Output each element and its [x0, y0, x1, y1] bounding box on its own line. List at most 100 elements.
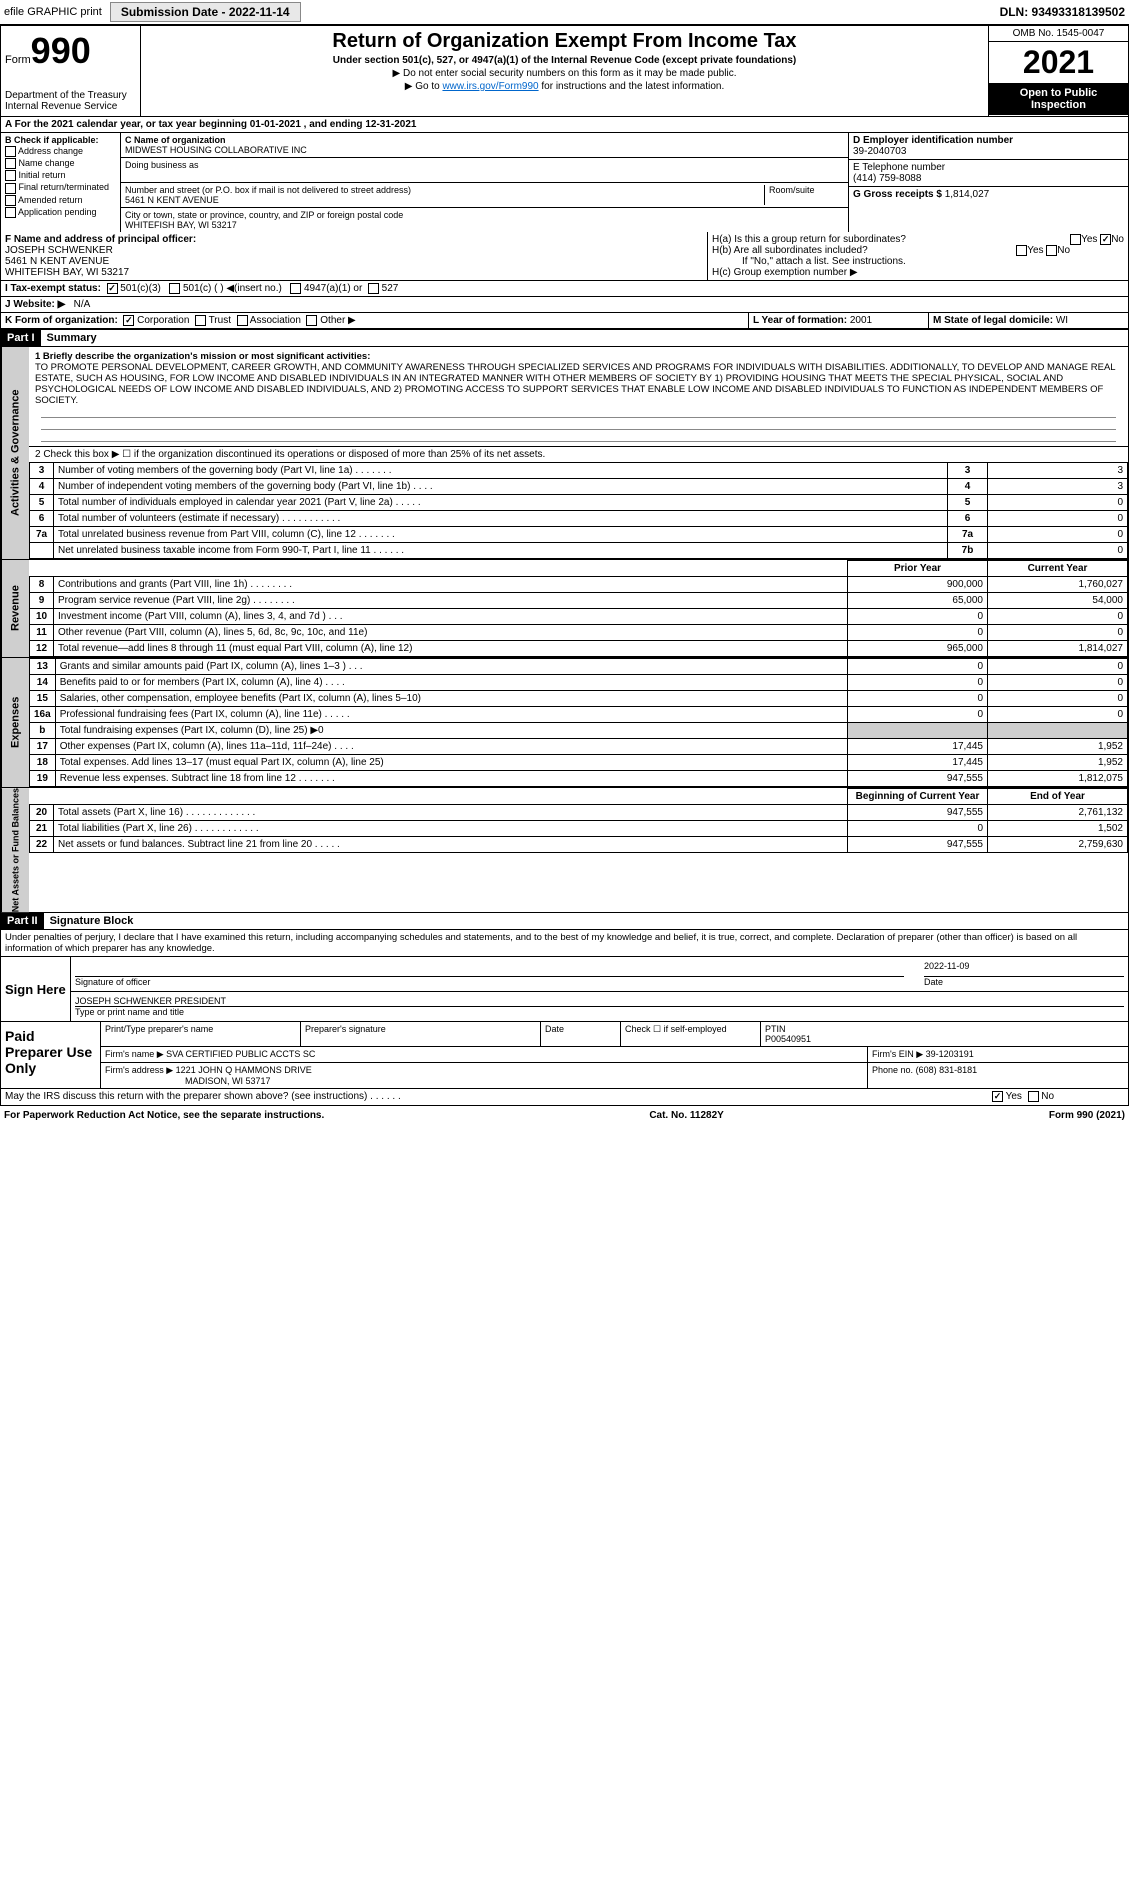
vtab-na-body: Beginning of Current Year End of Year 20…: [29, 788, 1128, 912]
f-label: F Name and address of principal officer:: [5, 234, 196, 245]
ha-yes-checkbox[interactable]: [1070, 234, 1081, 245]
c-name-label: C Name of organization: [125, 135, 226, 145]
ptin-value: P00540951: [765, 1034, 811, 1044]
officer-signature-field[interactable]: [75, 961, 904, 977]
discuss-yes-label: Yes: [1006, 1092, 1022, 1103]
table-row: 13Grants and similar amounts paid (Part …: [30, 659, 1128, 675]
vtab-exp-body: 13Grants and similar amounts paid (Part …: [29, 658, 1128, 787]
k-assoc-checkbox[interactable]: [237, 315, 248, 326]
section-bcd: B Check if applicable: Address change Na…: [0, 133, 1129, 232]
street-value: 5461 N KENT AVENUE: [125, 195, 219, 205]
vtab-na: Net Assets or Fund Balances Beginning of…: [0, 788, 1129, 913]
hb-label: H(b) Are all subordinates included?: [712, 245, 868, 256]
hb-yes-label: Yes: [1027, 245, 1043, 256]
hb-no-checkbox[interactable]: [1046, 245, 1057, 256]
form-title: Return of Organization Exempt From Incom…: [145, 30, 984, 53]
b-checkbox-item[interactable]: Address change: [5, 146, 116, 157]
k-trust-checkbox[interactable]: [195, 315, 206, 326]
vtab-rev: Revenue Prior Year Current Year 8Contrib…: [0, 560, 1129, 658]
b-checkbox-item[interactable]: Amended return: [5, 195, 116, 206]
officer-addr2: WHITEFISH BAY, WI 53217: [5, 267, 129, 278]
b-checkbox-item[interactable]: Application pending: [5, 207, 116, 218]
col-d: D Employer identification number 39-2040…: [848, 133, 1128, 232]
omb-label: OMB No. 1545-0047: [989, 26, 1128, 42]
ha-no-checkbox[interactable]: [1100, 234, 1111, 245]
table-row: 9Program service revenue (Part VIII, lin…: [30, 593, 1128, 609]
col-c: C Name of organization MIDWEST HOUSING C…: [121, 133, 848, 232]
i-501c3-checkbox[interactable]: [107, 283, 118, 294]
city-label: City or town, state or province, country…: [125, 210, 403, 220]
form-word: Form: [5, 54, 31, 66]
vtab-ag: Activities & Governance 1 Briefly descri…: [0, 347, 1129, 560]
form990-link[interactable]: www.irs.gov/Form990: [442, 81, 538, 92]
name-title-label: Type or print name and title: [75, 1007, 1124, 1017]
table-row: 8Contributions and grants (Part VIII, li…: [30, 577, 1128, 593]
form-header: Form990 Department of the Treasury Inter…: [0, 25, 1129, 117]
table-row: 11Other revenue (Part VIII, column (A), …: [30, 625, 1128, 641]
table-row: 20Total assets (Part X, line 16) . . . .…: [30, 805, 1128, 821]
col-h: H(a) Is this a group return for subordin…: [708, 232, 1128, 280]
i-527-checkbox[interactable]: [368, 283, 379, 294]
b-checkbox-item[interactable]: Name change: [5, 158, 116, 169]
ptin-label: PTIN: [765, 1024, 786, 1034]
discuss-no-checkbox[interactable]: [1028, 1091, 1039, 1102]
officer-addr1: 5461 N KENT AVENUE: [5, 256, 109, 267]
penalty-text: Under penalties of perjury, I declare th…: [0, 930, 1129, 956]
part1-badge: Part I: [1, 330, 41, 346]
i-opt2: 501(c) ( ) ◀(insert no.): [183, 283, 282, 294]
goto-suffix: for instructions and the latest informat…: [539, 81, 725, 92]
goto-prefix: ▶ Go to: [405, 81, 443, 92]
discuss-question: May the IRS discuss this return with the…: [5, 1091, 401, 1102]
website-value: N/A: [74, 299, 91, 310]
preparer-sig-hdr: Preparer's signature: [301, 1022, 541, 1046]
blank-cell: [54, 561, 848, 577]
street-label: Number and street (or P.O. box if mail i…: [125, 185, 411, 195]
part2-badge: Part II: [1, 913, 44, 929]
discuss-row: May the IRS discuss this return with the…: [0, 1089, 1129, 1105]
form-header-mid: Return of Organization Exempt From Incom…: [141, 26, 988, 116]
i-501c-checkbox[interactable]: [169, 283, 180, 294]
hb-yes-checkbox[interactable]: [1016, 245, 1027, 256]
open-inspection-label: Open to Public Inspection: [989, 83, 1128, 115]
j-label: J Website: ▶: [5, 299, 65, 310]
phone-value: (414) 759-8088: [853, 173, 921, 184]
discuss-yes-checkbox[interactable]: [992, 1091, 1003, 1102]
table-row: 22Net assets or fund balances. Subtract …: [30, 837, 1128, 853]
b-checkbox-item[interactable]: Final return/terminated: [5, 182, 116, 193]
mission-text: TO PROMOTE PERSONAL DEVELOPMENT, CAREER …: [35, 362, 1122, 406]
hb-no-label: No: [1057, 245, 1070, 256]
sign-section: Sign Here Signature of officer 2022-11-0…: [0, 956, 1129, 1022]
table-row: 16aProfessional fundraising fees (Part I…: [30, 707, 1128, 723]
row-j: J Website: ▶ N/A: [0, 297, 1129, 313]
firm-ein-label: Firm's EIN ▶: [872, 1049, 923, 1059]
table-row: 6Total number of volunteers (estimate if…: [30, 511, 1128, 527]
table-row: 15Salaries, other compensation, employee…: [30, 691, 1128, 707]
officer-name: JOSEPH SCHWENKER: [5, 245, 113, 256]
i-label: I Tax-exempt status:: [5, 283, 101, 294]
i-opt1: 501(c)(3): [120, 283, 161, 294]
blank-line: [41, 406, 1116, 418]
paid-preparer-section: Paid Preparer Use Only Print/Type prepar…: [0, 1022, 1129, 1089]
c-name-line: C Name of organization MIDWEST HOUSING C…: [121, 133, 848, 158]
submission-date-button[interactable]: Submission Date - 2022-11-14: [110, 2, 301, 22]
gross-receipts-value: 1,814,027: [945, 189, 990, 200]
c-city-line: City or town, state or province, country…: [121, 208, 848, 232]
table-row: 3Number of voting members of the governi…: [30, 463, 1128, 479]
k-other-checkbox[interactable]: [306, 315, 317, 326]
paid-preparer-label: Paid Preparer Use Only: [1, 1022, 101, 1088]
firm-name-label: Firm's name ▶: [105, 1049, 164, 1059]
table-row: 14Benefits paid to or for members (Part …: [30, 675, 1128, 691]
city-value: WHITEFISH BAY, WI 53217: [125, 220, 237, 230]
k-opt-other: Other ▶: [320, 315, 355, 326]
k-corp-checkbox[interactable]: [123, 315, 134, 326]
g-label: G Gross receipts $: [853, 189, 942, 200]
g-line: G Gross receipts $ 1,814,027: [849, 187, 1128, 202]
i-4947-checkbox[interactable]: [290, 283, 301, 294]
b-checkbox-item[interactable]: Initial return: [5, 170, 116, 181]
self-employed-label: Check ☐ if self-employed: [621, 1022, 761, 1046]
part2-header-row: Part II Signature Block: [0, 913, 1129, 930]
table-row: 21Total liabilities (Part X, line 26) . …: [30, 821, 1128, 837]
page-footer: For Paperwork Reduction Act Notice, see …: [0, 1106, 1129, 1125]
table-row: Net unrelated business taxable income fr…: [30, 543, 1128, 559]
h-a-line: H(a) Is this a group return for subordin…: [712, 234, 1124, 245]
